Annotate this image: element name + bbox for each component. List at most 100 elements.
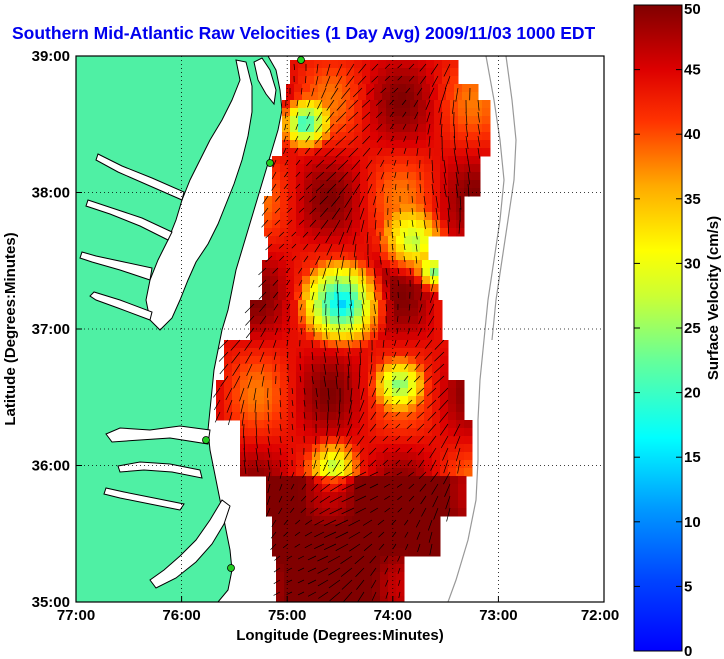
- velocity-vector: [255, 435, 258, 449]
- velocity-cell: [306, 476, 315, 485]
- velocity-cell: [410, 148, 419, 157]
- velocity-vector: [427, 519, 433, 531]
- velocity-cell: [270, 260, 279, 269]
- velocity-cell: [312, 388, 321, 397]
- velocity-cell: [306, 324, 315, 333]
- velocity-cell: [410, 76, 419, 85]
- velocity-cell: [280, 460, 289, 469]
- velocity-cell: [278, 284, 287, 293]
- velocity-cell: [306, 484, 315, 493]
- velocity-cell: [432, 468, 441, 477]
- velocity-vector: [300, 327, 303, 335]
- velocity-cell: [330, 76, 339, 85]
- velocity-vector: [395, 435, 401, 441]
- velocity-cell: [312, 548, 321, 557]
- velocity-cell: [408, 428, 417, 437]
- velocity-vector: [298, 267, 303, 274]
- velocity-cell: [384, 388, 393, 397]
- velocity-vector: [415, 135, 419, 144]
- velocity-cell: [356, 588, 365, 597]
- velocity-cell: [432, 380, 441, 389]
- velocity-cell: [472, 156, 481, 165]
- velocity-cell: [272, 412, 281, 421]
- velocity-cell: [338, 492, 347, 501]
- velocity-vector: [361, 123, 371, 132]
- velocity-cell: [442, 116, 451, 125]
- velocity-vector: [433, 507, 439, 520]
- velocity-cell: [276, 572, 285, 581]
- velocity-vector: [366, 87, 375, 96]
- velocity-cell: [360, 460, 369, 469]
- velocity-cell: [272, 460, 281, 469]
- velocity-cell: [376, 172, 385, 181]
- velocity-cell: [290, 140, 299, 149]
- velocity-cell: [264, 228, 273, 237]
- velocity-cell: [304, 204, 313, 213]
- velocity-cell: [280, 196, 289, 205]
- velocity-cell: [320, 156, 329, 165]
- velocity-cell: [304, 404, 313, 413]
- velocity-cell: [432, 340, 441, 349]
- velocity-vector: [403, 147, 407, 155]
- velocity-vector: [384, 75, 391, 81]
- velocity-cell: [224, 388, 233, 397]
- velocity-cell: [326, 292, 335, 301]
- velocity-cell: [376, 220, 385, 229]
- velocity-vector: [329, 495, 343, 503]
- velocity-cell: [344, 340, 353, 349]
- velocity-vector: [395, 459, 401, 465]
- velocity-cell: [288, 156, 297, 165]
- velocity-cell: [370, 140, 379, 149]
- velocity-vector: [258, 267, 267, 276]
- velocity-vector: [384, 567, 389, 575]
- velocity-cell: [448, 420, 457, 429]
- velocity-vector: [373, 279, 377, 290]
- velocity-vector: [287, 195, 293, 201]
- velocity-vector: [218, 351, 229, 362]
- velocity-cell: [308, 252, 317, 261]
- velocity-cell: [286, 92, 295, 101]
- velocity-vector: [286, 339, 289, 347]
- velocity-vector: [439, 411, 449, 423]
- velocity-cell: [364, 596, 373, 602]
- velocity-vector: [380, 159, 385, 168]
- velocity-vector: [259, 303, 267, 313]
- velocity-cell: [330, 124, 339, 133]
- velocity-cell: [464, 452, 473, 461]
- velocity-vector: [420, 75, 427, 85]
- velocity-cell: [384, 404, 393, 413]
- velocity-vector: [370, 579, 377, 589]
- velocity-vector: [243, 447, 246, 462]
- velocity-cell: [318, 84, 327, 93]
- velocity-cell: [330, 116, 339, 125]
- velocity-vector: [455, 447, 461, 462]
- velocity-cell: [408, 364, 417, 373]
- velocity-cell: [248, 388, 257, 397]
- velocity-vector: [258, 291, 267, 300]
- velocity-vector: [382, 459, 389, 466]
- velocity-vector: [447, 195, 451, 210]
- velocity-cell: [348, 588, 357, 597]
- velocity-cell: [320, 220, 329, 229]
- velocity-cell: [272, 420, 281, 429]
- velocity-vector: [341, 495, 355, 503]
- velocity-cell: [408, 412, 417, 421]
- velocity-vector: [271, 183, 277, 191]
- velocity-vector: [239, 387, 245, 402]
- velocity-cell: [424, 396, 433, 405]
- velocity-cell: [394, 476, 403, 485]
- velocity-vector: [443, 171, 447, 186]
- velocity-vector: [295, 111, 299, 118]
- velocity-cell: [374, 268, 383, 277]
- velocity-cell: [346, 476, 355, 485]
- velocity-cell: [386, 124, 395, 133]
- velocity-vector: [261, 207, 269, 216]
- velocity-cell: [418, 332, 427, 341]
- velocity-cell: [256, 436, 265, 445]
- velocity-cell: [394, 116, 403, 125]
- velocity-cell: [280, 156, 289, 165]
- velocity-cell: [304, 340, 313, 349]
- velocity-vector: [349, 315, 353, 330]
- velocity-vector: [259, 315, 267, 325]
- bay-tributary: [85, 199, 173, 241]
